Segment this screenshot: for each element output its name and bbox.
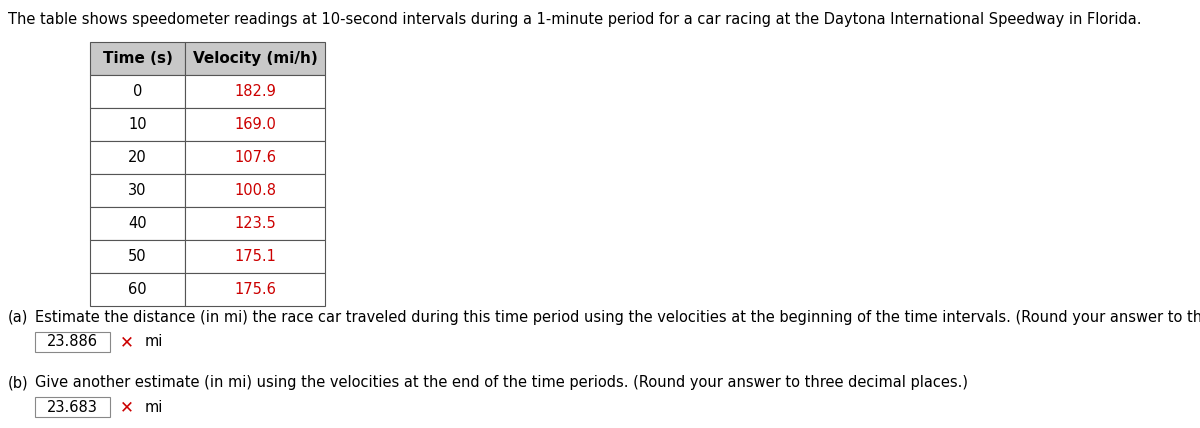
Text: 182.9: 182.9 (234, 84, 276, 99)
Bar (90, 75, 185, 108)
Bar (90, 240, 185, 273)
Bar (35, 397, 110, 417)
Bar (90, 42, 185, 75)
Text: (b): (b) (8, 375, 29, 390)
Text: 175.6: 175.6 (234, 282, 276, 297)
Bar (185, 108, 325, 141)
Text: 20: 20 (128, 150, 146, 165)
Text: 100.8: 100.8 (234, 183, 276, 198)
Bar (185, 42, 325, 75)
Bar (90, 207, 185, 240)
Bar (185, 75, 325, 108)
Text: ✕: ✕ (120, 398, 134, 416)
Bar (185, 174, 325, 207)
Bar (185, 141, 325, 174)
Text: 107.6: 107.6 (234, 150, 276, 165)
Bar (90, 108, 185, 141)
Bar (185, 207, 325, 240)
Text: 10: 10 (128, 117, 146, 132)
Text: 60: 60 (128, 282, 146, 297)
Text: (a): (a) (8, 310, 29, 325)
Text: The table shows speedometer readings at 10-second intervals during a 1-minute pe: The table shows speedometer readings at … (8, 12, 1141, 27)
Bar (90, 273, 185, 306)
Text: 0: 0 (133, 84, 142, 99)
Bar (90, 174, 185, 207)
Text: 169.0: 169.0 (234, 117, 276, 132)
Bar (185, 240, 325, 273)
Text: 123.5: 123.5 (234, 216, 276, 231)
Bar (185, 273, 325, 306)
Text: 23.886: 23.886 (47, 335, 98, 350)
Text: 175.1: 175.1 (234, 249, 276, 264)
Text: mi: mi (145, 335, 163, 350)
Text: Time (s): Time (s) (102, 51, 173, 66)
Text: 50: 50 (128, 249, 146, 264)
Text: Give another estimate (in mi) using the velocities at the end of the time period: Give another estimate (in mi) using the … (35, 375, 968, 390)
Text: 23.683: 23.683 (47, 399, 98, 414)
Text: 30: 30 (128, 183, 146, 198)
Bar (90, 141, 185, 174)
Text: mi: mi (145, 399, 163, 414)
Bar (35, 332, 110, 352)
Text: Velocity (mi/h): Velocity (mi/h) (193, 51, 317, 66)
Text: 40: 40 (128, 216, 146, 231)
Text: ✕: ✕ (120, 333, 134, 351)
Text: Estimate the distance (in mi) the race car traveled during this time period usin: Estimate the distance (in mi) the race c… (35, 310, 1200, 325)
